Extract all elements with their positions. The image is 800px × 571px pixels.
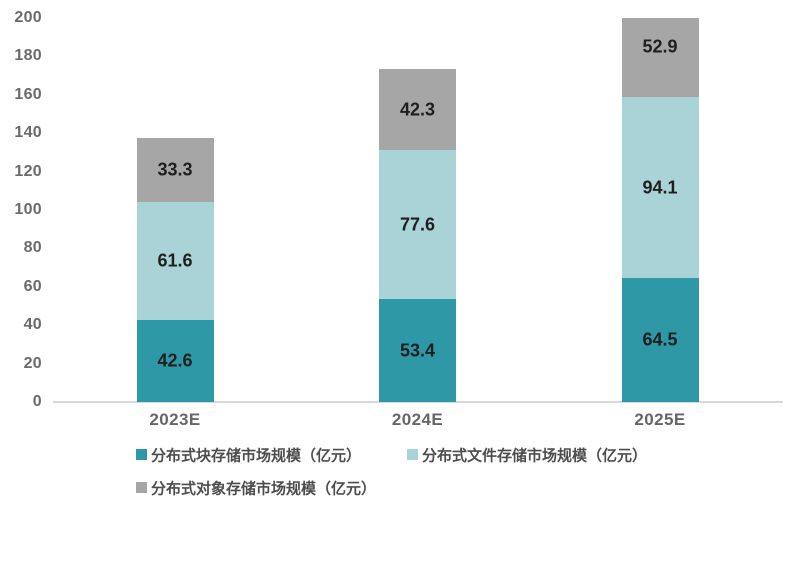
bar-value-label: 77.6 <box>399 214 436 235</box>
y-axis-tick-label: 0 <box>32 393 42 410</box>
legend-label: 分布式块存储市场规模（亿元） <box>151 447 362 464</box>
bar-value-label: 52.9 <box>642 36 678 57</box>
bar-value-label: 42.6 <box>157 350 193 371</box>
legend-marker <box>136 482 147 493</box>
y-axis-tick-label: 140 <box>14 124 42 142</box>
y-axis-tick-label: 120 <box>14 162 42 180</box>
y-axis-tick-label: 160 <box>14 85 42 103</box>
bar-value-label: 33.3 <box>157 159 193 180</box>
y-axis-tick-label: 60 <box>23 277 42 295</box>
legend-marker <box>136 449 147 460</box>
x-axis-category-label: 2023E <box>149 410 201 429</box>
bar-segment <box>379 69 456 151</box>
y-axis-tick-label: 20 <box>23 354 42 372</box>
x-axis-line <box>53 401 783 403</box>
bar-value-label: 61.6 <box>157 250 193 271</box>
bar-segment <box>379 299 456 402</box>
legend-label: 分布式文件存储市场规模（亿元） <box>422 447 648 464</box>
bar-segment <box>379 150 456 300</box>
bar-segment <box>621 97 699 279</box>
y-axis-tick-label: 40 <box>23 316 42 334</box>
bar-segment <box>136 201 214 321</box>
bar-value-label: 94.1 <box>642 177 678 198</box>
bar-value-label: 42.3 <box>399 99 436 120</box>
bar-value-label: 53.4 <box>399 340 436 361</box>
legend-marker <box>407 449 418 460</box>
y-axis-tick-label: 80 <box>23 239 42 257</box>
bar-segment <box>136 138 214 202</box>
y-axis-tick-label: 200 <box>14 9 42 26</box>
bar-segment <box>621 278 699 402</box>
bar-segment <box>621 18 699 98</box>
x-axis-category-label: 2024E <box>391 410 444 429</box>
x-axis-category-label: 2025E <box>634 410 686 429</box>
bar-value-label: 64.5 <box>642 329 678 350</box>
bar-segment <box>136 320 214 402</box>
y-axis-tick-label: 180 <box>14 47 42 65</box>
legend-label: 分布式对象存储市场规模（亿元） <box>151 480 377 497</box>
y-axis-tick-label: 100 <box>14 201 42 218</box>
